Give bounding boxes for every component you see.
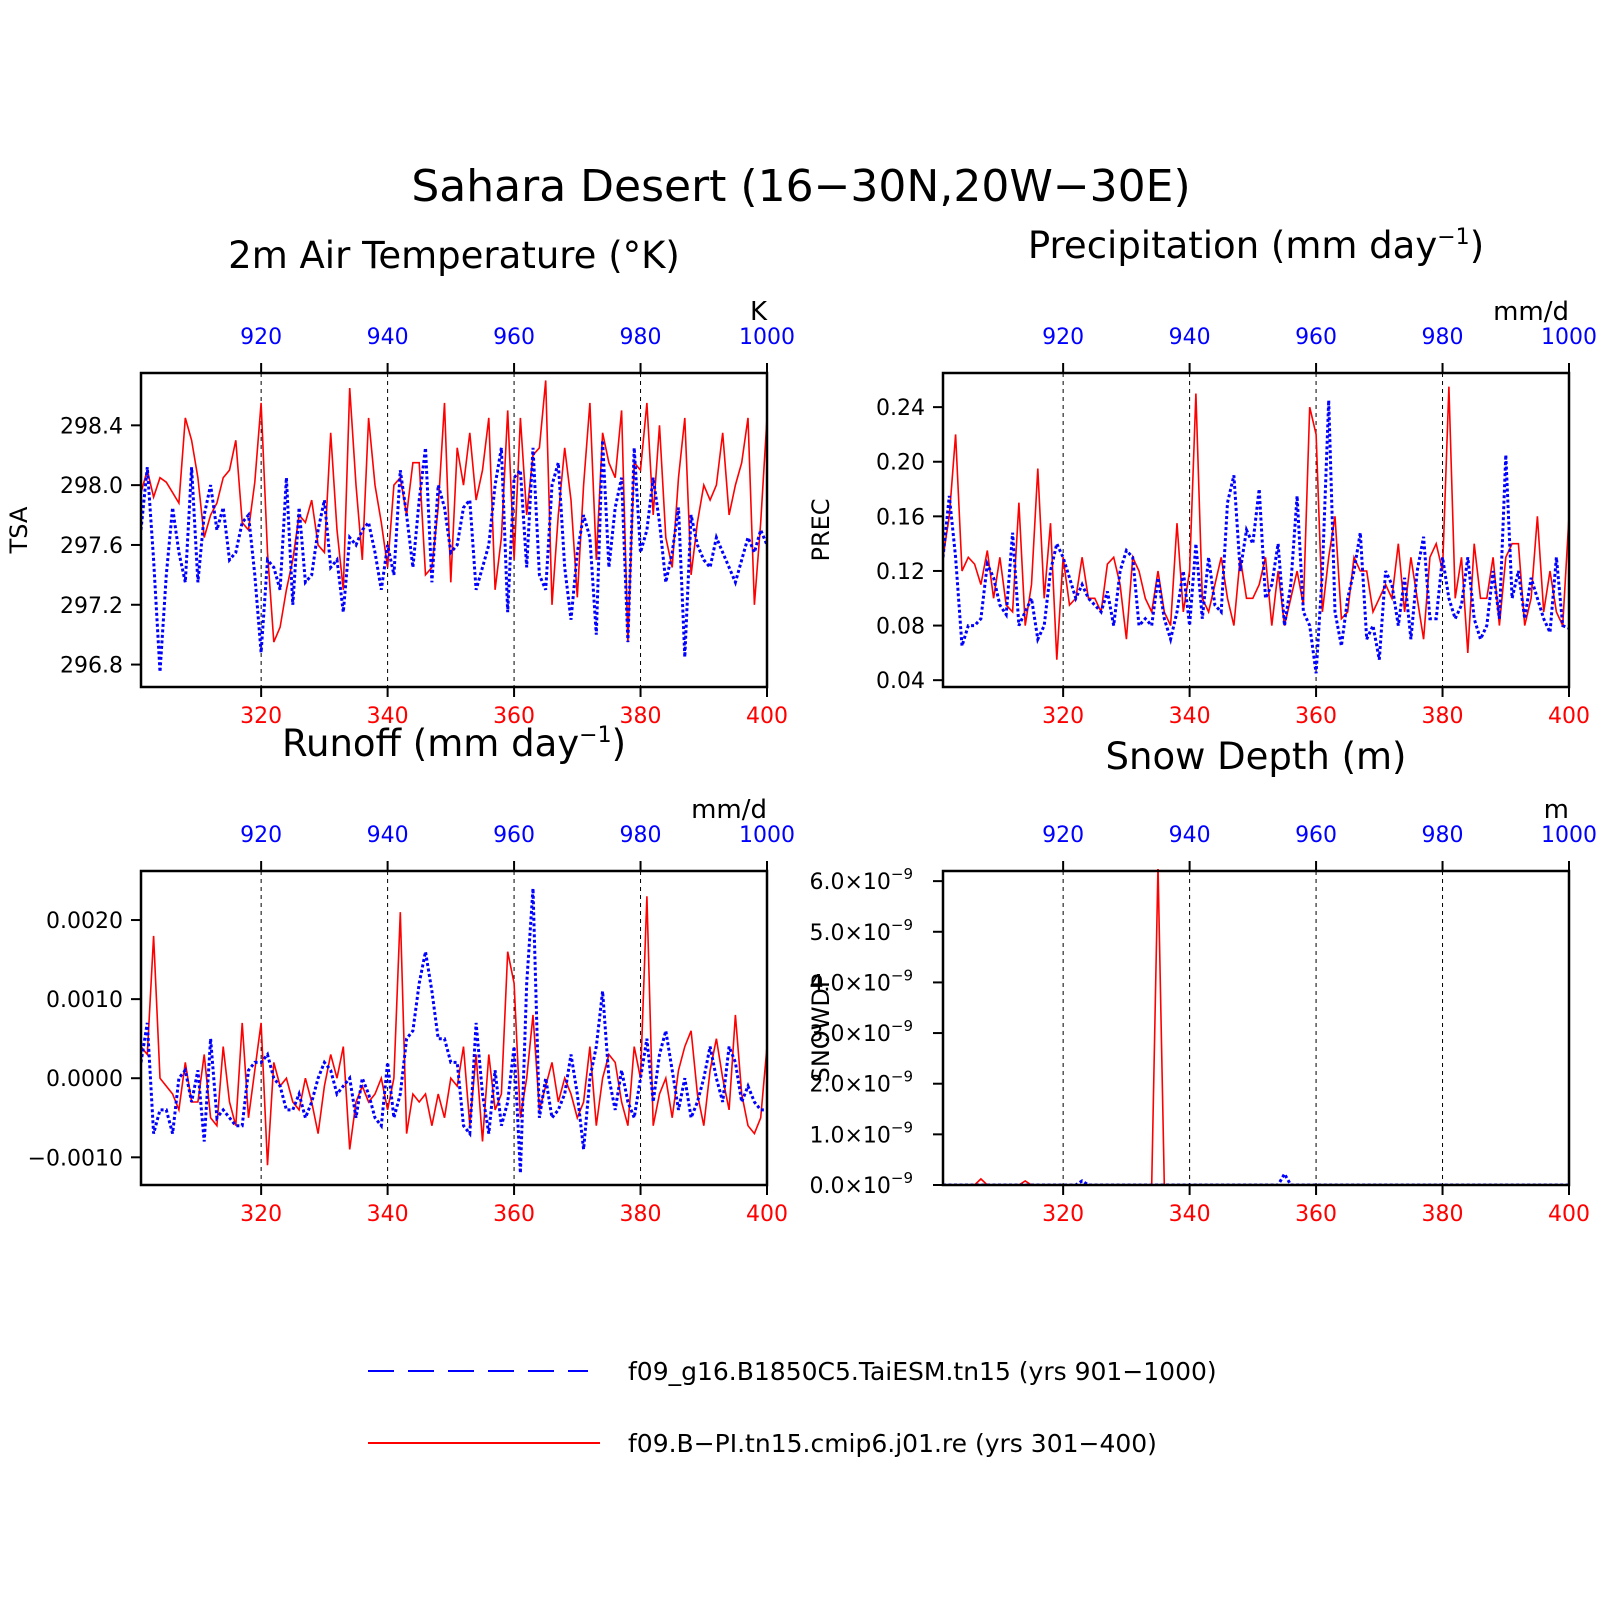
x-top-tick-label: 980 [620, 823, 662, 848]
y-tick-label: 0.08 [876, 615, 925, 640]
x-bottom-tick-label: 340 [367, 704, 409, 729]
x-bottom-tick-label: 380 [1422, 704, 1464, 729]
x-top-tick-label: 940 [367, 325, 409, 350]
y-tick-label: 5.0×10−9 [809, 916, 913, 946]
x-bottom-tick-label: 340 [367, 1202, 409, 1227]
x-bottom-tick-label: 400 [1548, 704, 1590, 729]
chart-title: 2m Air Temperature (°K) [228, 234, 680, 277]
x-bottom-tick-label: 360 [493, 1202, 535, 1227]
series-line-blue [943, 400, 1569, 674]
series-line-blue [943, 1170, 1569, 1185]
y-tick-label: 297.6 [60, 534, 123, 559]
plot-frame [139, 869, 769, 1187]
y-tick-label: 0.24 [876, 396, 925, 421]
x-top-tick-label: 940 [1169, 823, 1211, 848]
y-tick-label: 0.20 [876, 451, 925, 476]
x-top-tick-label: 920 [1042, 823, 1084, 848]
x-top-tick-label: 1000 [739, 823, 795, 848]
plot-frame [941, 869, 1571, 1187]
x-top-tick-label: 980 [1422, 325, 1464, 350]
chart-title: Precipitation (mm day−1) [1028, 224, 1484, 267]
series-line-red [141, 896, 767, 1166]
series-line-red [141, 380, 767, 643]
x-top-tick-label: 920 [240, 325, 282, 350]
y-tick-label: 298.4 [60, 414, 123, 439]
x-bottom-tick-label: 320 [1042, 1202, 1084, 1227]
units-label: mm/d [1493, 297, 1569, 327]
chart-title: Runoff (mm day−1) [282, 722, 626, 765]
series-line-blue [141, 440, 767, 673]
x-bottom-tick-label: 380 [620, 704, 662, 729]
units-label: mm/d [691, 795, 767, 825]
x-bottom-tick-label: 400 [746, 704, 788, 729]
x-top-tick-label: 1000 [739, 325, 795, 350]
chart-panel-1: 2m Air Temperature (°K) 320 340 360 380 400 92… [5, 234, 795, 729]
y-tick-label: 1.0×10−9 [809, 1118, 913, 1148]
series-line-red [943, 386, 1569, 660]
legend-label-blue: f09_g16.B1850C5.TaiESM.tn15 (yrs 901−100… [628, 1357, 1217, 1386]
y-tick-label: 0.0010 [46, 988, 123, 1013]
legend-label-red: f09.B−PI.tn15.cmip6.j01.re (yrs 301−400) [628, 1429, 1157, 1458]
x-top-tick-label: 960 [493, 325, 535, 350]
x-bottom-tick-label: 320 [240, 704, 282, 729]
x-top-tick-label: 980 [620, 325, 662, 350]
plot-frame [139, 371, 769, 689]
y-axis-label: SNOWDP [807, 974, 835, 1083]
x-bottom-tick-label: 400 [1548, 1202, 1590, 1227]
x-top-tick-label: 940 [1169, 325, 1211, 350]
x-bottom-tick-label: 360 [1295, 704, 1337, 729]
legend: f09_g16.B1850C5.TaiESM.tn15 (yrs 901−100… [368, 1357, 1217, 1458]
units-label: K [750, 297, 768, 327]
x-top-tick-label: 920 [240, 823, 282, 848]
chart-panel-4: Snow Depth (m) 320 340 360 380 400 920 940 960 98… [807, 735, 1597, 1227]
y-axis-label: PREC [807, 498, 835, 561]
x-top-tick-label: 920 [1042, 325, 1084, 350]
chart-panel-2: Precipitation (mm day−1) 320 340 360 380 400 9… [807, 224, 1597, 729]
x-bottom-tick-label: 400 [746, 1202, 788, 1227]
y-tick-label: 0.12 [876, 560, 925, 585]
y-tick-label: 298.0 [60, 474, 123, 499]
y-tick-label: 0.0020 [46, 909, 123, 934]
x-bottom-tick-label: 360 [1295, 1202, 1337, 1227]
chart-title: Snow Depth (m) [1106, 735, 1407, 778]
x-bottom-tick-label: 380 [620, 1202, 662, 1227]
y-tick-label: 296.8 [60, 654, 123, 679]
x-bottom-tick-label: 320 [240, 1202, 282, 1227]
x-top-tick-label: 980 [1422, 823, 1464, 848]
y-tick-label: 0.0000 [46, 1067, 123, 1092]
y-tick-label: 6.0×10−9 [809, 865, 913, 895]
x-bottom-tick-label: 380 [1422, 1202, 1464, 1227]
x-top-tick-label: 960 [1295, 325, 1337, 350]
y-tick-label: 0.04 [876, 669, 925, 694]
x-top-tick-label: 960 [493, 823, 535, 848]
chart-panel-3: Runoff (mm day−1) 320 340 360 380 400 920 940 96… [28, 722, 795, 1227]
y-axis-label: TSA [5, 506, 33, 554]
panels: 2m Air Temperature (°K) 320 340 360 380 400 92… [5, 224, 1597, 1227]
series-line-blue [141, 888, 767, 1174]
y-tick-label: 0.0×10−9 [809, 1169, 913, 1199]
x-bottom-tick-label: 340 [1169, 1202, 1211, 1227]
x-bottom-tick-label: 360 [493, 704, 535, 729]
x-top-tick-label: 940 [367, 823, 409, 848]
y-tick-label: −0.0010 [28, 1146, 123, 1171]
x-top-tick-label: 1000 [1541, 823, 1597, 848]
y-tick-label: 297.2 [60, 594, 123, 619]
x-top-tick-label: 1000 [1541, 325, 1597, 350]
x-bottom-tick-label: 320 [1042, 704, 1084, 729]
x-bottom-tick-label: 340 [1169, 704, 1211, 729]
main-title: Sahara Desert (16−30N,20W−30E) [411, 161, 1190, 212]
plot-frame [941, 371, 1571, 689]
units-label: m [1544, 795, 1569, 825]
y-tick-label: 0.16 [876, 505, 925, 530]
series-line-red [943, 869, 1569, 1185]
x-top-tick-label: 960 [1295, 823, 1337, 848]
